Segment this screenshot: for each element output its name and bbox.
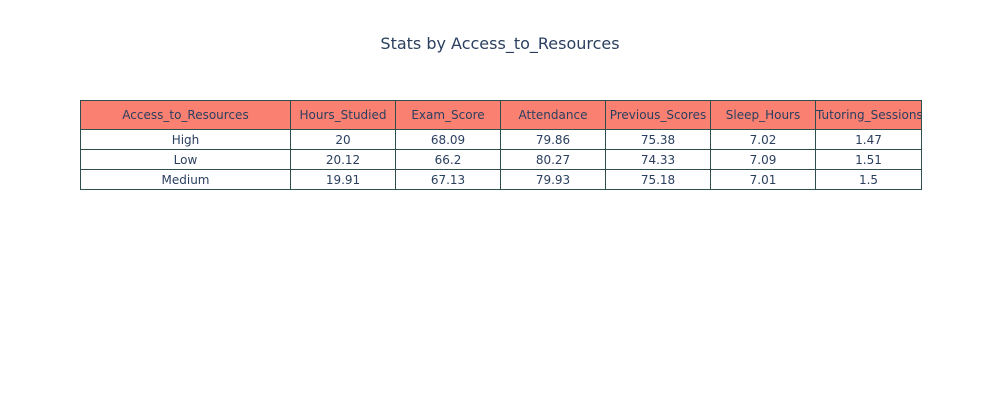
table-cell: 7.09 [710, 149, 816, 170]
header-cell: Tutoring_Sessions [815, 100, 922, 130]
table-cell: 20.12 [290, 149, 396, 170]
table-row: Medium 19.91 67.13 79.93 75.18 7.01 1.5 [80, 169, 922, 190]
header-cell: Hours_Studied [290, 100, 396, 130]
table-row: Low 20.12 66.2 80.27 74.33 7.09 1.51 [80, 149, 922, 170]
table-cell: 66.2 [395, 149, 501, 170]
table-header-row: Access_to_Resources Hours_Studied Exam_S… [80, 100, 922, 130]
table-cell: 74.33 [605, 149, 711, 170]
table-cell: 7.02 [710, 129, 816, 150]
table-cell: 67.13 [395, 169, 501, 190]
table-cell: Low [80, 149, 291, 170]
table-cell: 80.27 [500, 149, 606, 170]
header-cell: Access_to_Resources [80, 100, 291, 130]
table-cell: 1.47 [815, 129, 922, 150]
table-cell: 75.18 [605, 169, 711, 190]
header-cell: Sleep_Hours [710, 100, 816, 130]
table-cell: 79.93 [500, 169, 606, 190]
table-cell: Medium [80, 169, 291, 190]
chart-title: Stats by Access_to_Resources [380, 34, 620, 53]
table-cell: 20 [290, 129, 396, 150]
table-cell: 1.51 [815, 149, 922, 170]
stats-table: Access_to_Resources Hours_Studied Exam_S… [80, 100, 922, 190]
header-cell: Previous_Scores [605, 100, 711, 130]
table-cell: 7.01 [710, 169, 816, 190]
table-cell: 79.86 [500, 129, 606, 150]
table-cell: 68.09 [395, 129, 501, 150]
table-row: High 20 68.09 79.86 75.38 7.02 1.47 [80, 129, 922, 150]
table-cell: 75.38 [605, 129, 711, 150]
table-cell: 19.91 [290, 169, 396, 190]
table-cell: High [80, 129, 291, 150]
header-cell: Attendance [500, 100, 606, 130]
table-cell: 1.5 [815, 169, 922, 190]
header-cell: Exam_Score [395, 100, 501, 130]
